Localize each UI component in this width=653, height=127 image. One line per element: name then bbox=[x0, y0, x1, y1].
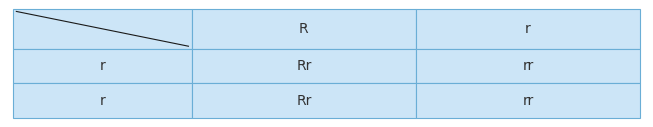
Bar bbox=[416, 83, 640, 118]
Bar bbox=[416, 9, 640, 49]
Bar bbox=[13, 83, 192, 118]
Bar bbox=[13, 49, 192, 83]
Text: rr: rr bbox=[522, 59, 534, 73]
Bar bbox=[192, 9, 416, 49]
Text: rr: rr bbox=[522, 94, 534, 108]
Text: Rr: Rr bbox=[296, 94, 311, 108]
Text: r: r bbox=[99, 59, 105, 73]
Text: r: r bbox=[99, 94, 105, 108]
Bar bbox=[192, 83, 416, 118]
Text: Rr: Rr bbox=[296, 59, 311, 73]
Bar bbox=[13, 9, 192, 49]
Bar bbox=[192, 49, 416, 83]
Text: R: R bbox=[299, 22, 309, 36]
Text: r: r bbox=[525, 22, 531, 36]
Bar bbox=[416, 49, 640, 83]
